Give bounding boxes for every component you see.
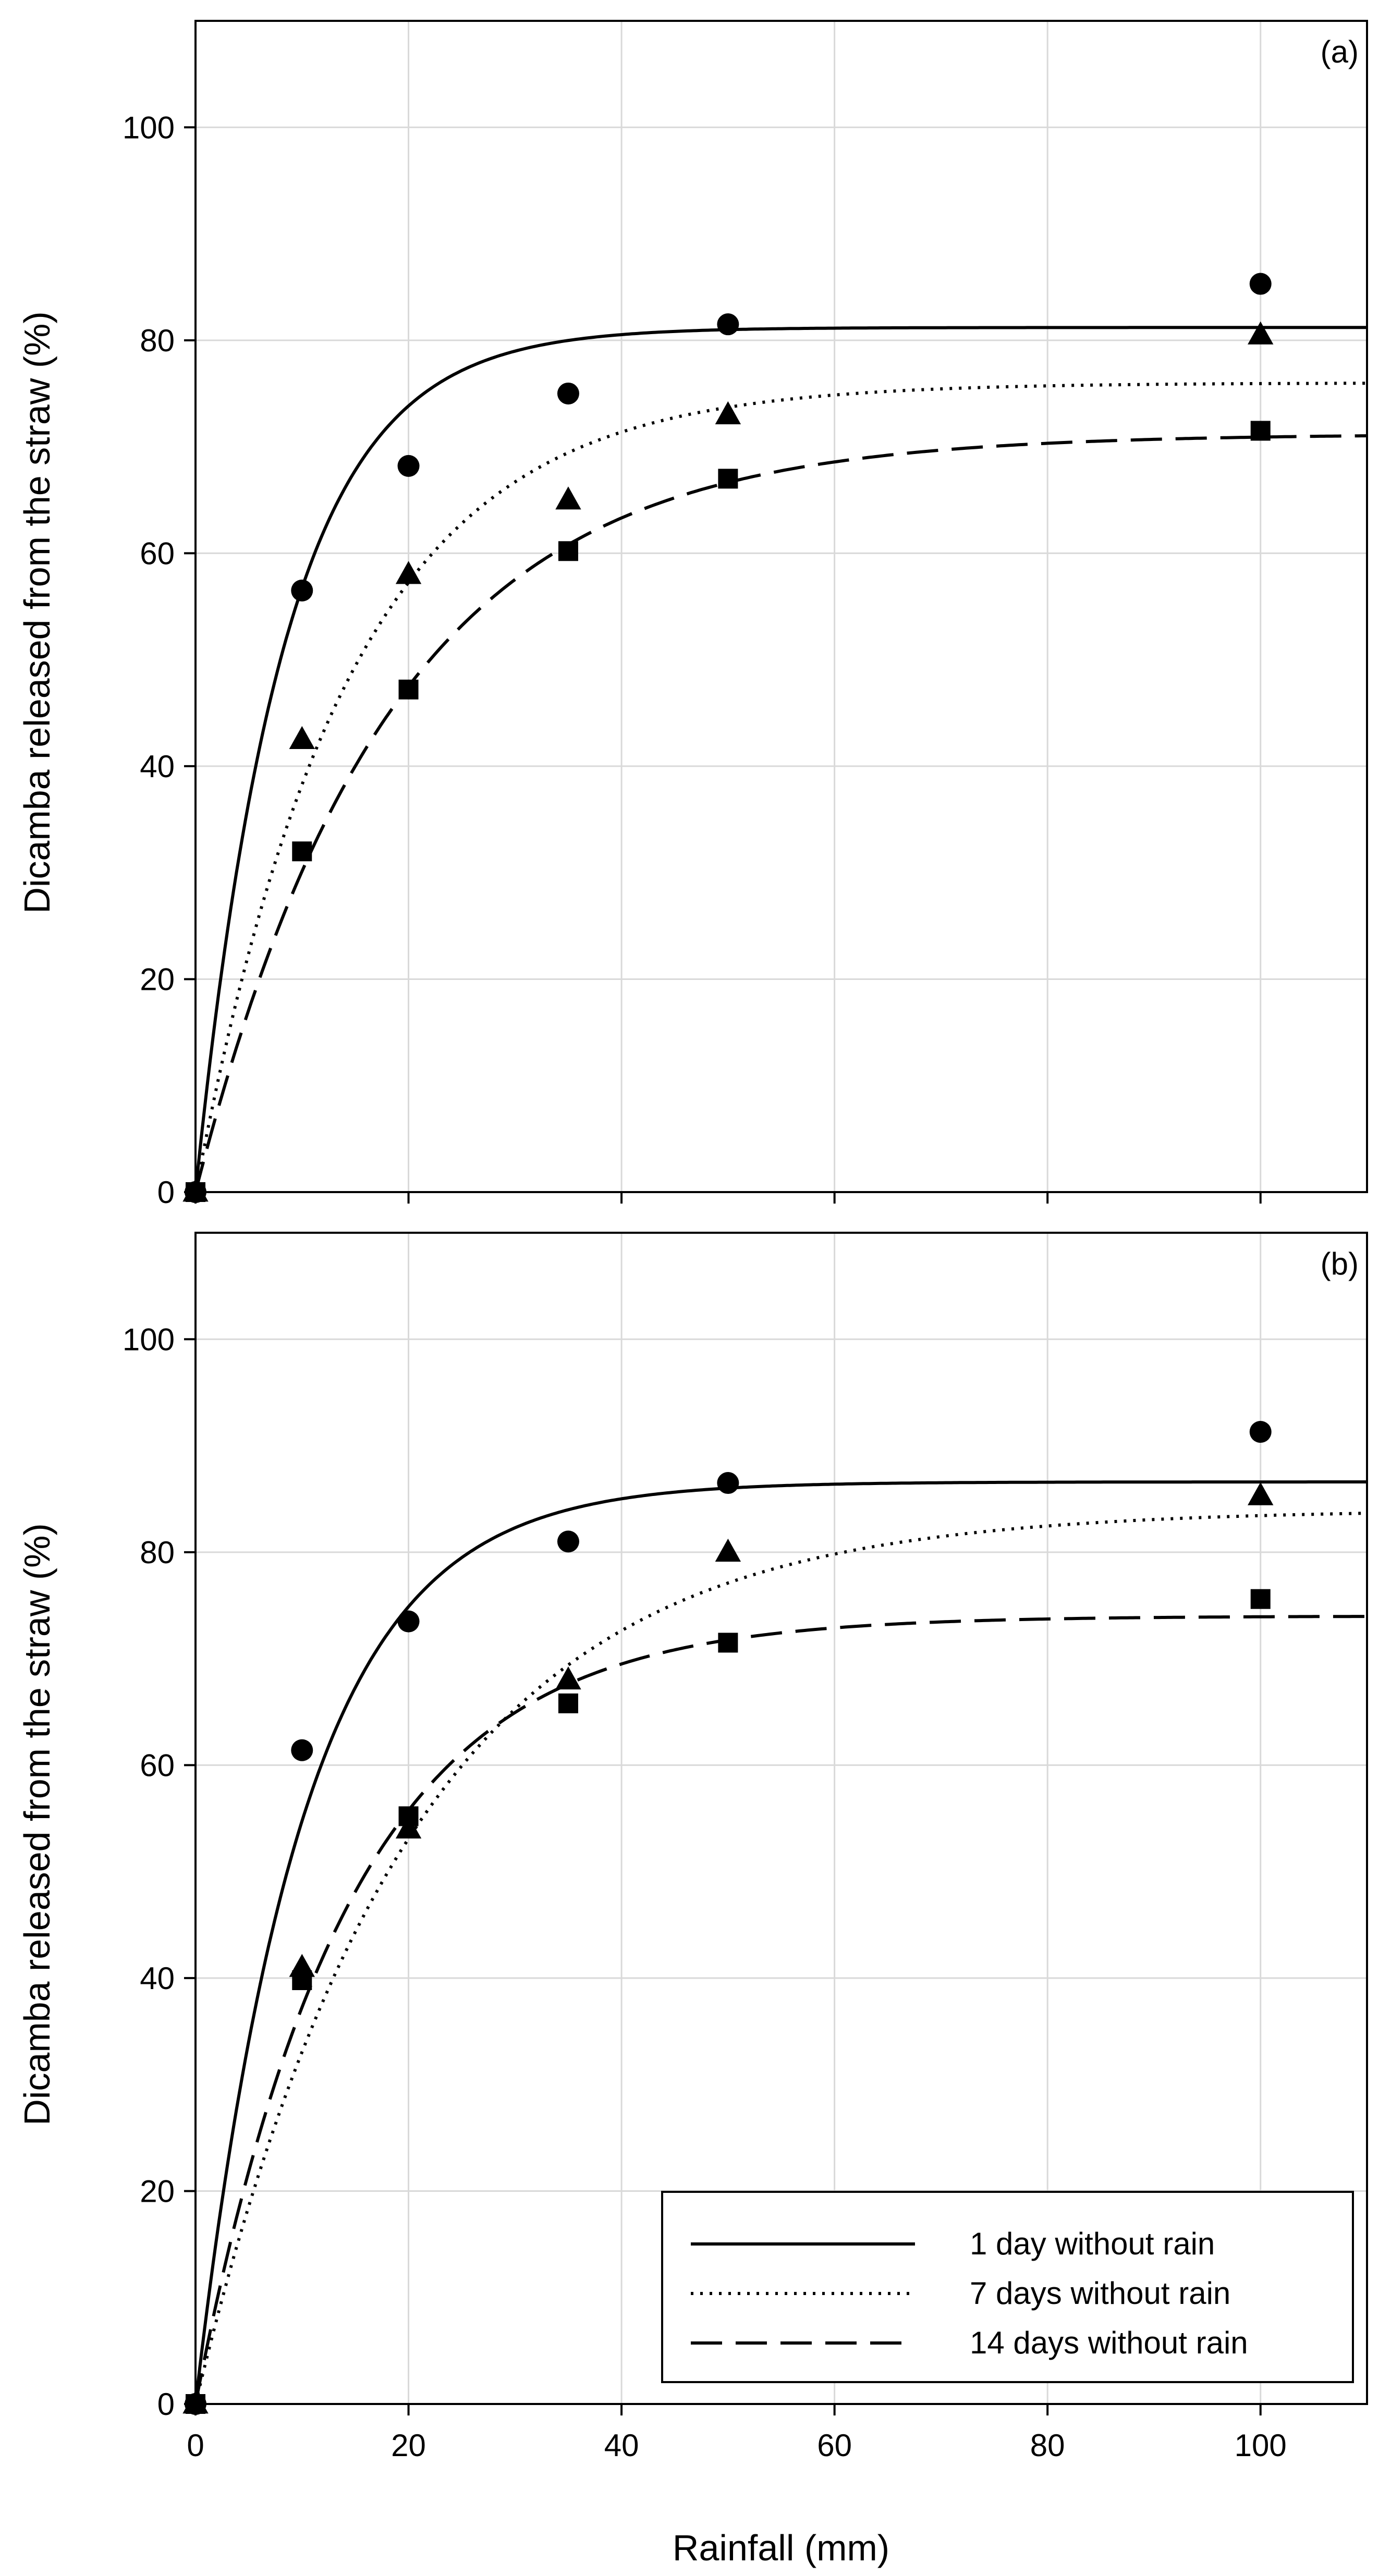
data-point-square: [398, 1806, 419, 1826]
legend-label: 14 days without rain: [970, 2325, 1248, 2360]
data-point-square: [1250, 1589, 1271, 1609]
data-point-triangle: [289, 726, 315, 750]
y-axis-title-b: Dicamba released from the straw (%): [17, 1523, 57, 2125]
fit-curve-dotted: [194, 1512, 1368, 2405]
data-point-triangle: [715, 401, 741, 425]
data-point-circle: [1249, 273, 1272, 295]
y-tick-label: 0: [157, 2387, 175, 2422]
data-point-circle: [397, 1610, 420, 1633]
data-point-circle: [557, 382, 579, 404]
data-point-triangle: [1248, 1482, 1274, 1505]
data-point-triangle: [715, 1538, 741, 1562]
panel-label: (a): [1321, 34, 1359, 69]
plot-frame: [194, 20, 1368, 1193]
data-point-square: [718, 1633, 738, 1653]
data-point-square: [1250, 421, 1271, 441]
y-tick-label: 60: [140, 536, 175, 571]
data-point-triangle: [395, 1815, 422, 1839]
fit-curve-solid: [194, 1480, 1367, 2405]
x-tick-label: 80: [1030, 2428, 1065, 2463]
fit-curve-dotted: [194, 382, 1367, 1193]
data-point-circle: [397, 455, 420, 477]
data-point-square: [292, 1970, 312, 1990]
x-tick-label: 0: [187, 2428, 204, 2463]
fit-curve-dashed: [194, 1615, 1367, 2405]
x-tick-label: 100: [1235, 2428, 1287, 2463]
data-point-square: [398, 679, 419, 700]
data-point-triangle: [395, 561, 422, 584]
data-point-square: [186, 1182, 205, 1202]
x-tick-label: 20: [391, 2428, 426, 2463]
data-point-circle: [291, 1739, 313, 1761]
y-tick-label: 40: [140, 1961, 175, 1996]
data-point-circle: [717, 1472, 739, 1494]
y-tick-label: 0: [157, 1175, 175, 1210]
data-point-triangle: [555, 1666, 581, 1690]
panel-a: 0 20 40 60 80 100 (a): [123, 20, 1368, 1210]
legend-label: 1 day without rain: [970, 2226, 1215, 2261]
y-tick-label: 80: [140, 1535, 175, 1570]
data-point-triangle: [1248, 321, 1274, 345]
fit-curve-dashed: [194, 434, 1368, 1193]
data-point-square: [292, 841, 312, 862]
data-point-square: [186, 2394, 205, 2414]
data-point-circle: [717, 313, 739, 336]
plot-frame: [194, 1232, 1368, 2405]
y-axis-title-a: Dicamba released from the straw (%): [17, 311, 57, 913]
y-tick-label: 60: [140, 1748, 175, 1783]
data-point-circle: [1249, 1420, 1272, 1443]
fit-curve-solid: [194, 326, 1367, 1193]
legend-box: [661, 2191, 1354, 2383]
data-point-square: [558, 1693, 578, 1713]
y-tick-label: 20: [140, 962, 175, 997]
data-point-circle: [291, 579, 313, 602]
data-point-square: [558, 541, 578, 561]
panel-label: (b): [1321, 1246, 1359, 1281]
x-tick-label: 60: [817, 2428, 852, 2463]
y-tick-label: 100: [123, 1322, 175, 1357]
x-tick-label: 40: [604, 2428, 639, 2463]
data-point-circle: [557, 1530, 579, 1553]
panel-b: 0 20 40 60 80 100 0 20 40 60 80 100 (b) 1 day without…: [123, 1232, 1368, 2463]
y-tick-label: 100: [123, 110, 175, 145]
data-point-triangle: [555, 486, 581, 510]
data-point-square: [718, 469, 738, 489]
y-tick-label: 80: [140, 323, 175, 358]
y-tick-label: 40: [140, 749, 175, 784]
x-axis-title: Rainfall (mm): [673, 2528, 889, 2568]
y-tick-label: 20: [140, 2174, 175, 2209]
legend-label: 7 days without rain: [970, 2276, 1230, 2311]
